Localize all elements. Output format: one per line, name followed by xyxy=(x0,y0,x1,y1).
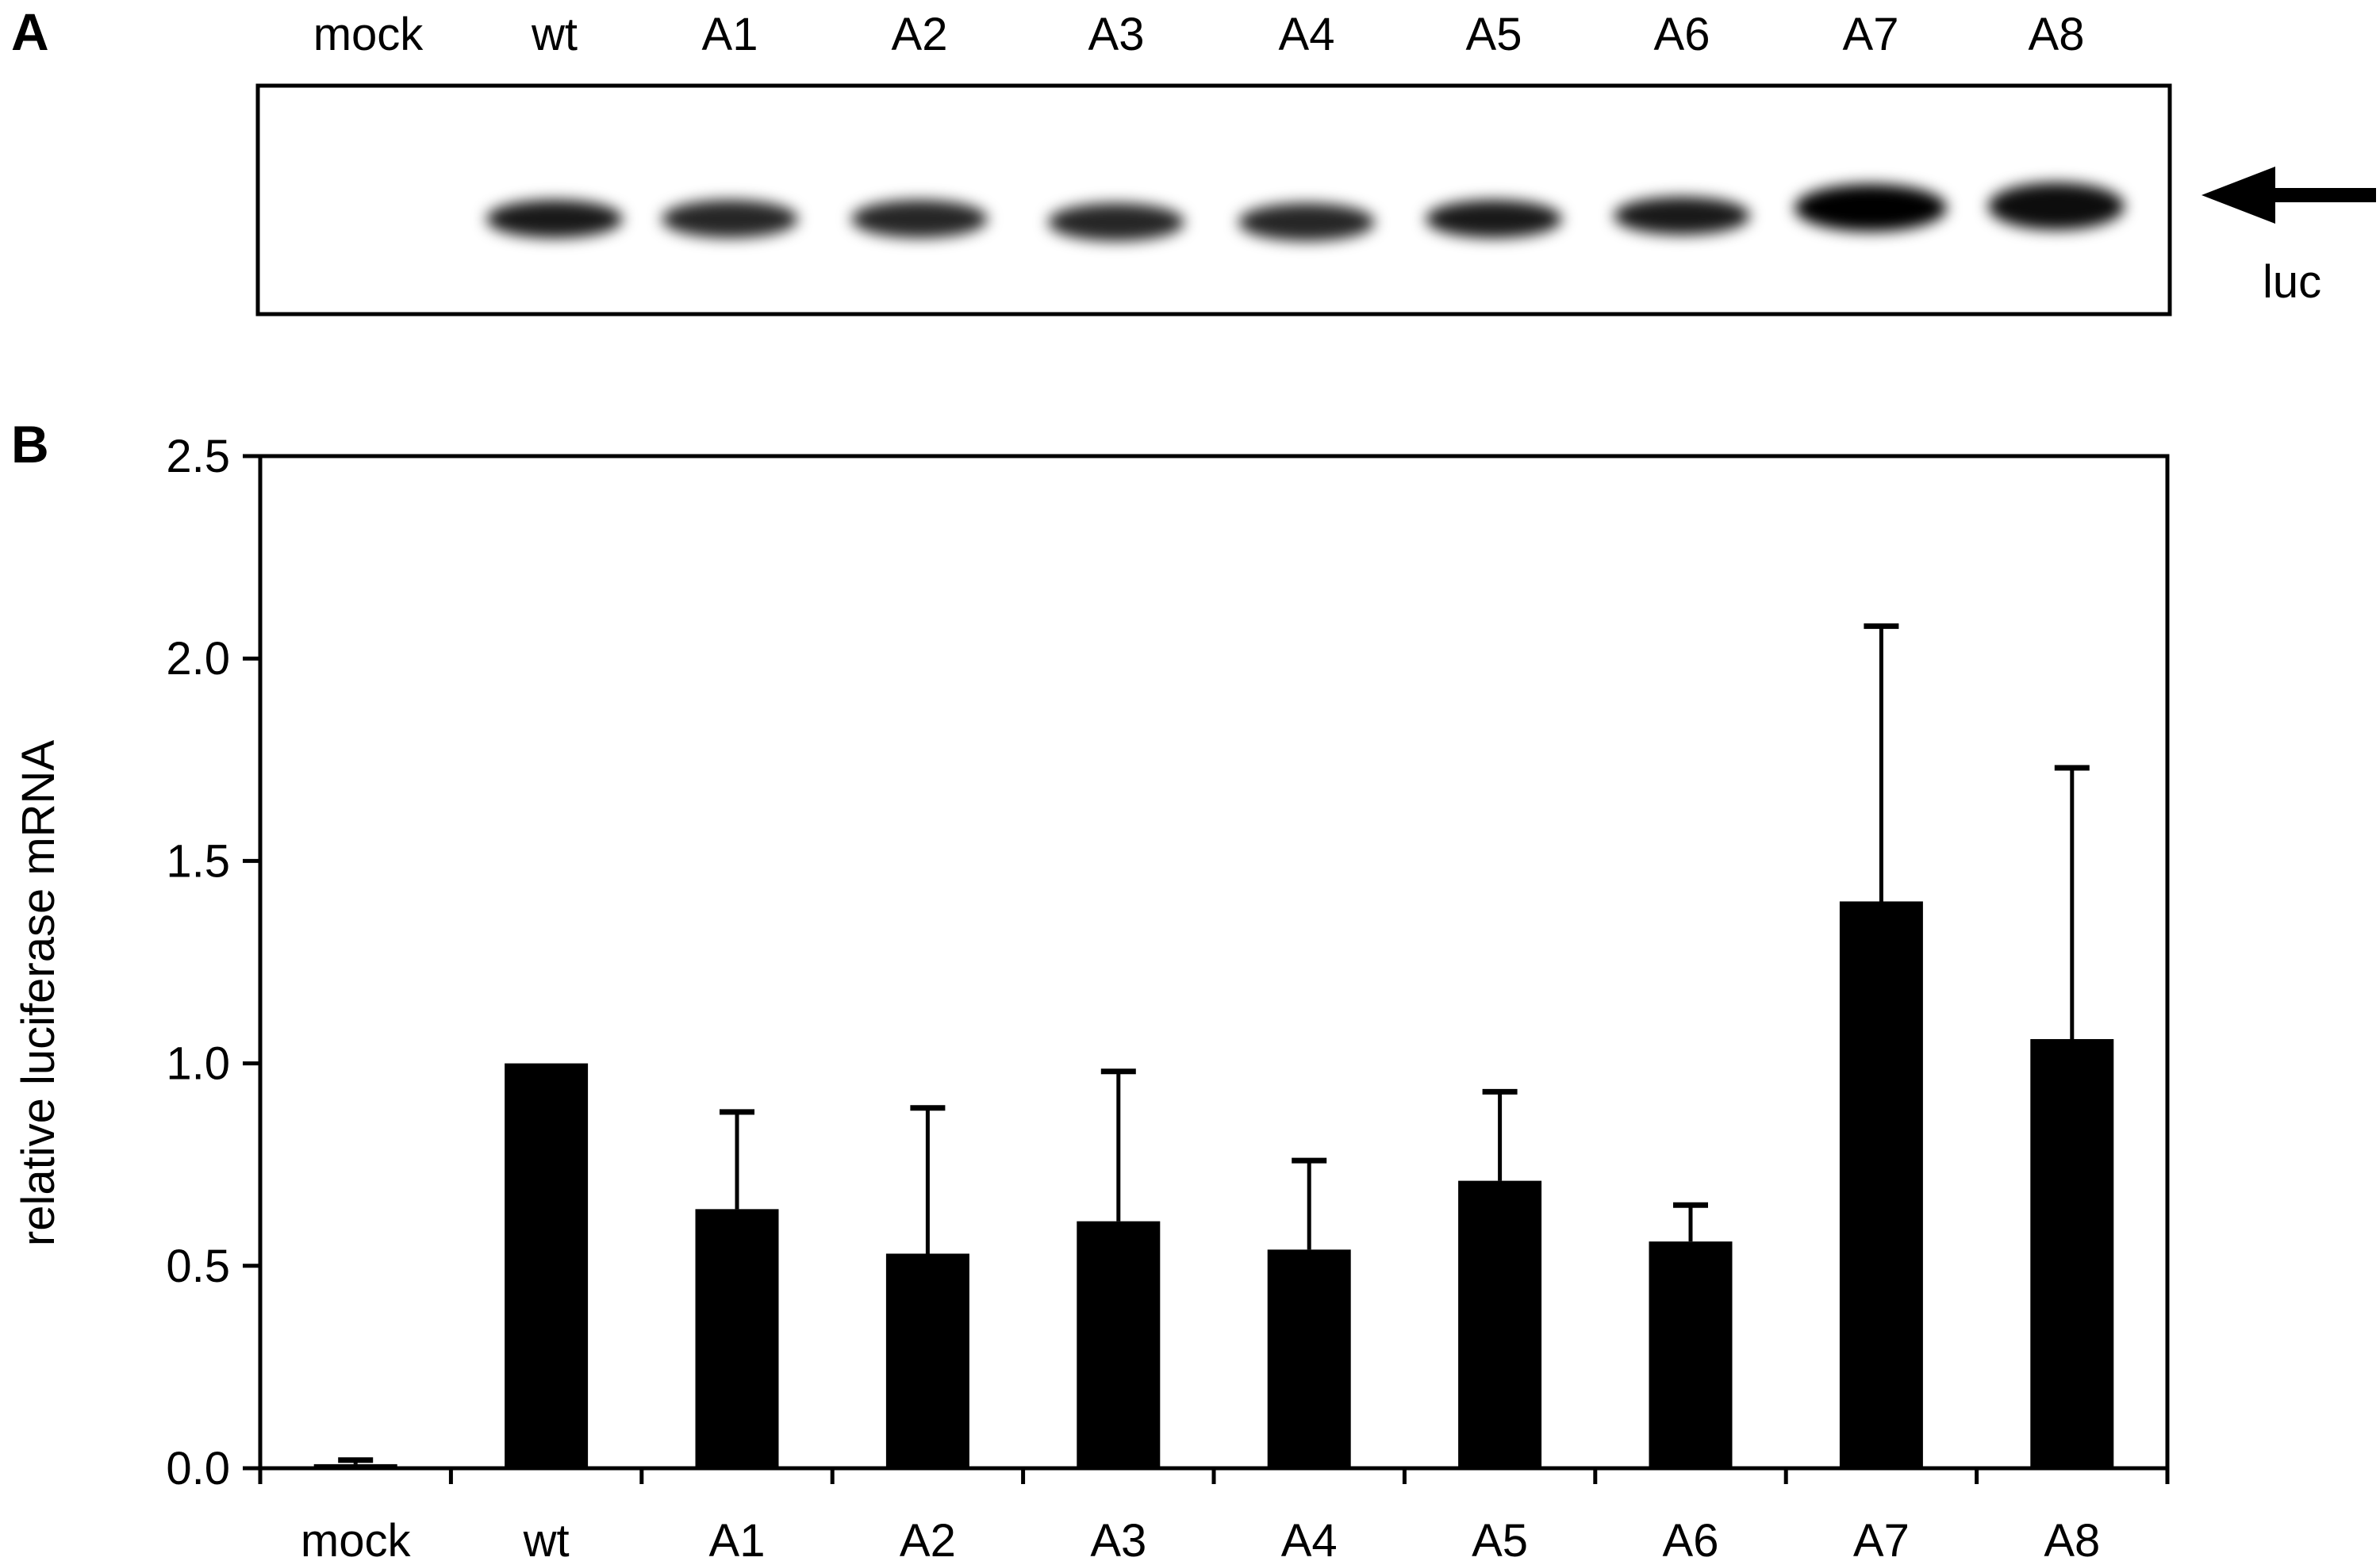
panel-a: A mock wt A1 A2 A3 A4 A5 A6 A7 A8 luc xyxy=(11,2,2376,316)
arrow-left-icon xyxy=(2202,167,2376,224)
gel-band-A6 xyxy=(1614,197,1750,235)
y-tick-label: 0.5 xyxy=(166,1241,230,1292)
gel-bands xyxy=(486,182,2125,241)
lane-label: A8 xyxy=(2029,9,2085,60)
band-label: luc xyxy=(2263,256,2321,308)
lane-label: A3 xyxy=(1088,9,1145,60)
x-tick-label: A1 xyxy=(709,1515,766,1565)
bar-A8 xyxy=(2030,1038,2114,1468)
gel-band-A8 xyxy=(1988,182,2125,230)
bar-A5 xyxy=(1458,1180,1542,1468)
panel-b-label: B xyxy=(11,415,49,474)
gel-band-wt xyxy=(486,200,623,238)
x-tick-label: A4 xyxy=(1281,1515,1338,1565)
x-tick-label: A8 xyxy=(2044,1515,2100,1565)
gel-band-A1 xyxy=(662,200,798,238)
bar-A7 xyxy=(1839,901,1923,1468)
y-tick-label: 0.0 xyxy=(166,1443,230,1494)
lane-label: A7 xyxy=(1843,9,1899,60)
bar-A6 xyxy=(1649,1241,1733,1468)
bar-A1 xyxy=(695,1209,779,1468)
y-axis: 0.0 0.5 1.0 1.5 2.0 2.5 xyxy=(166,431,260,1494)
bar-mock xyxy=(313,1463,397,1468)
x-tick-label: wt xyxy=(523,1515,570,1565)
gel-band-A3 xyxy=(1048,203,1184,241)
y-axis-label: relative luciferase mRNA xyxy=(13,740,64,1247)
gel-band-A5 xyxy=(1426,200,1562,238)
bars xyxy=(313,623,2114,1468)
lane-label: A2 xyxy=(892,9,948,60)
lane-label: A1 xyxy=(702,9,758,60)
lane-label: wt xyxy=(531,9,578,60)
y-tick-label: 2.5 xyxy=(166,431,230,482)
x-tick-label: mock xyxy=(301,1515,412,1565)
x-tick-label: A3 xyxy=(1090,1515,1146,1565)
panel-a-label: A xyxy=(11,2,49,61)
gel-band-A4 xyxy=(1238,203,1375,241)
x-axis: mock wt A1 A2 A3 A4 A5 A6 A7 A8 xyxy=(258,1468,2170,1565)
lane-label: A4 xyxy=(1279,9,1335,60)
lane-label: A6 xyxy=(1654,9,1710,60)
gel-band-A7 xyxy=(1795,184,1947,232)
lane-labels: mock wt A1 A2 A3 A4 A5 A6 A7 A8 xyxy=(313,9,2085,60)
lane-label: mock xyxy=(313,9,424,60)
x-tick-label: A6 xyxy=(1663,1515,1719,1565)
plot-frame xyxy=(258,454,2170,1471)
bar-A4 xyxy=(1267,1249,1351,1468)
x-tick-label: A7 xyxy=(1853,1515,1910,1565)
y-tick-label: 2.0 xyxy=(166,633,230,685)
bar-A2 xyxy=(885,1253,969,1468)
panel-b: B relative luciferase mRNA 0.0 0.5 1.0 1.5 2… xyxy=(11,415,2170,1565)
lane-label: A5 xyxy=(1466,9,1522,60)
bar-wt xyxy=(505,1063,589,1468)
bar-A3 xyxy=(1077,1221,1161,1468)
x-tick-label: A5 xyxy=(1472,1515,1528,1565)
x-tick-label: A2 xyxy=(900,1515,956,1565)
gel-band-A2 xyxy=(851,200,988,238)
y-tick-label: 1.5 xyxy=(166,835,230,887)
y-tick-label: 1.0 xyxy=(166,1038,230,1090)
